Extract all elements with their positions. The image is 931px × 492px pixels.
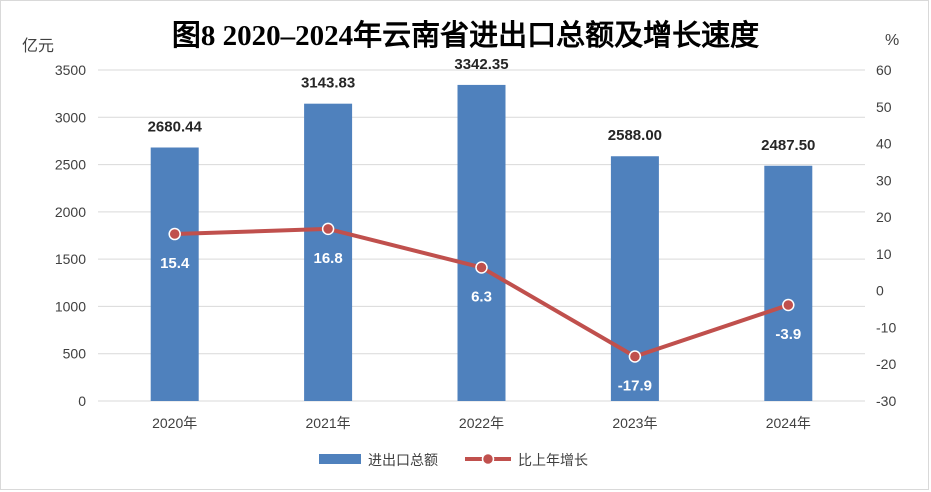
growth-value-label: 6.3 [471, 288, 492, 305]
category-label: 2022年 [459, 415, 504, 431]
bar [457, 84, 506, 402]
bar-value-label: 2680.44 [148, 119, 203, 136]
growth-point [782, 298, 795, 312]
growth-point [321, 222, 335, 236]
growth-point [628, 350, 642, 363]
left-tick-label: 0 [78, 393, 86, 409]
legend-label-line: 比上年增长 [518, 453, 588, 469]
legend-swatch-marker [481, 452, 495, 466]
left-tick-label: 2000 [55, 204, 86, 220]
bar-value-label: 2487.50 [761, 137, 815, 154]
category-label: 2021年 [306, 415, 351, 431]
category-label: 2023年 [612, 415, 657, 431]
left-tick-label: 1000 [55, 298, 86, 314]
growth-value-label: -17.9 [618, 377, 652, 394]
bar-value-label: 3143.83 [301, 75, 355, 92]
bar [764, 165, 813, 401]
category-label: 2024年 [766, 415, 811, 431]
bar-value-label: 2588.00 [608, 127, 662, 144]
growth-value-label: -3.9 [775, 326, 801, 343]
bar [610, 156, 659, 401]
right-tick-label: 30 [876, 172, 892, 188]
legend-swatch-bar [319, 454, 361, 464]
left-tick-label: 2500 [55, 157, 86, 173]
growth-point [475, 261, 488, 274]
right-tick-label: -30 [876, 393, 896, 409]
growth-value-label: 16.8 [313, 250, 342, 267]
left-axis-unit: 亿元 [22, 38, 55, 55]
right-tick-label: -10 [876, 319, 896, 335]
right-tick-label: 10 [876, 246, 892, 262]
right-axis-unit: % [885, 32, 900, 49]
right-tick-label: -20 [876, 356, 896, 372]
right-tick-label: 60 [876, 62, 892, 78]
growth-value-label: 15.4 [160, 255, 190, 272]
left-tick-label: 500 [63, 346, 87, 362]
right-tick-label: 20 [876, 209, 892, 225]
legend-label-bar: 进出口总额 [368, 453, 438, 469]
growth-point [168, 227, 181, 241]
left-tick-label: 3500 [55, 62, 86, 78]
right-tick-label: 0 [876, 283, 884, 299]
chart-title: 图8 2020–2024年云南省进出口总额及增长速度 [171, 20, 760, 52]
bar [304, 103, 353, 401]
category-label: 2020年 [152, 415, 197, 431]
right-tick-label: 40 [876, 136, 892, 152]
left-tick-label: 3000 [55, 109, 86, 125]
right-tick-label: 50 [876, 99, 892, 115]
bar-value-label: 3342.35 [454, 56, 508, 73]
bar [150, 147, 199, 401]
left-tick-label: 1500 [55, 251, 86, 267]
